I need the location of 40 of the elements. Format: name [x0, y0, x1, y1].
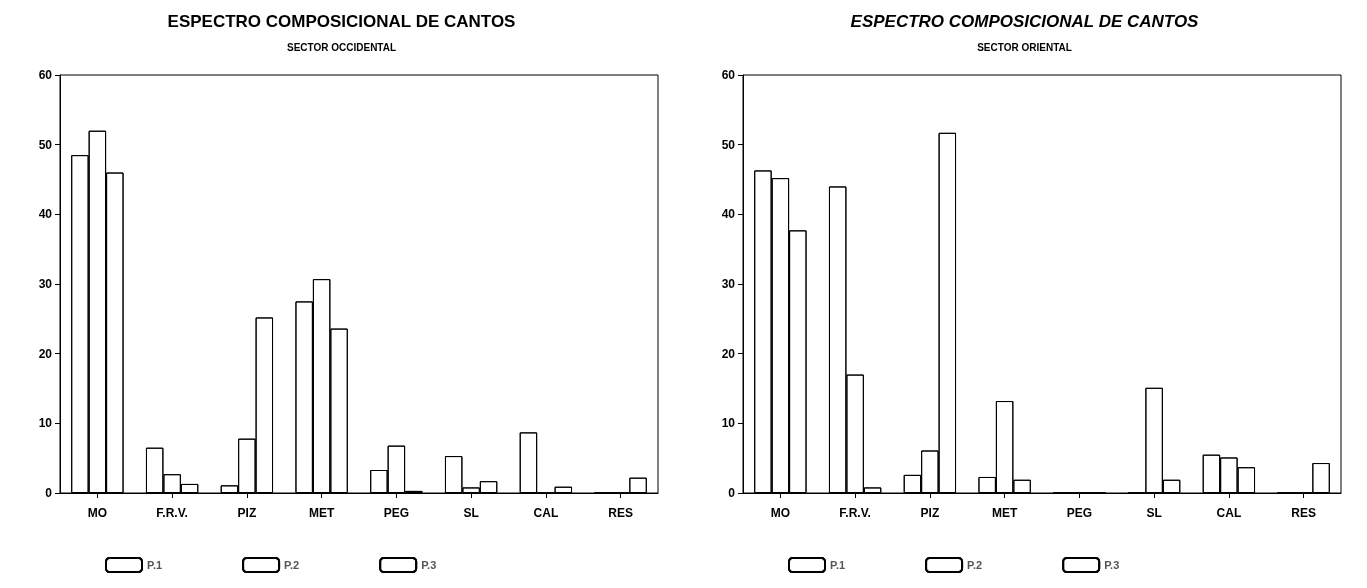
legend-label: P.2	[967, 559, 983, 571]
x-tick-label: SL	[463, 506, 479, 520]
x-tick-label: PEG	[383, 506, 410, 520]
x-tick-label: MO	[87, 506, 108, 520]
legend-label: P.1	[830, 559, 846, 571]
x-tick-label: CAL	[1216, 506, 1242, 520]
x-tick-label: RES	[1291, 506, 1316, 520]
y-tick-label: 40	[38, 207, 53, 222]
x-tick-label: MET	[991, 506, 1018, 520]
y-tick-label: 30	[38, 277, 53, 291]
y-tick-label: 50	[721, 137, 736, 152]
chart-title: ESPECTRO COMPOSICIONAL DE CANTOS	[850, 12, 1200, 31]
legend-label: P.2	[284, 559, 300, 571]
y-tick-label: 0	[45, 486, 53, 500]
y-tick-label: 20	[38, 346, 53, 361]
x-tick-label: PIZ	[920, 506, 940, 520]
y-tick-label: 20	[721, 346, 736, 361]
x-tick-label: CAL	[533, 506, 559, 520]
chart-subtitle: SECTOR ORIENTAL	[977, 41, 1072, 53]
chart-subtitle: SECTOR OCCIDENTAL	[286, 41, 397, 53]
x-tick-label: RES	[608, 506, 633, 520]
x-tick-label: F.R.V.	[839, 506, 871, 520]
legend-label: P.3	[1104, 559, 1120, 571]
x-tick-label: PIZ	[237, 506, 257, 520]
legend-label: P.1	[147, 559, 163, 571]
chart-title: ESPECTRO COMPOSICIONAL DE CANTOS	[167, 12, 516, 31]
y-tick-label: 0	[728, 486, 736, 500]
y-tick-label: 30	[721, 277, 736, 291]
legend-label: P.3	[421, 559, 437, 571]
y-tick-label: 10	[721, 416, 736, 431]
y-tick-label: 50	[38, 137, 53, 152]
x-tick-label: MET	[308, 506, 335, 520]
y-tick-label: 60	[38, 68, 53, 82]
y-tick-label: 40	[721, 207, 736, 222]
x-tick-label: MO	[770, 506, 791, 520]
y-tick-label: 10	[38, 416, 53, 431]
y-tick-label: 60	[721, 68, 736, 82]
x-tick-label: F.R.V.	[156, 506, 188, 520]
x-tick-label: SL	[1146, 506, 1162, 520]
x-tick-label: PEG	[1066, 506, 1093, 520]
